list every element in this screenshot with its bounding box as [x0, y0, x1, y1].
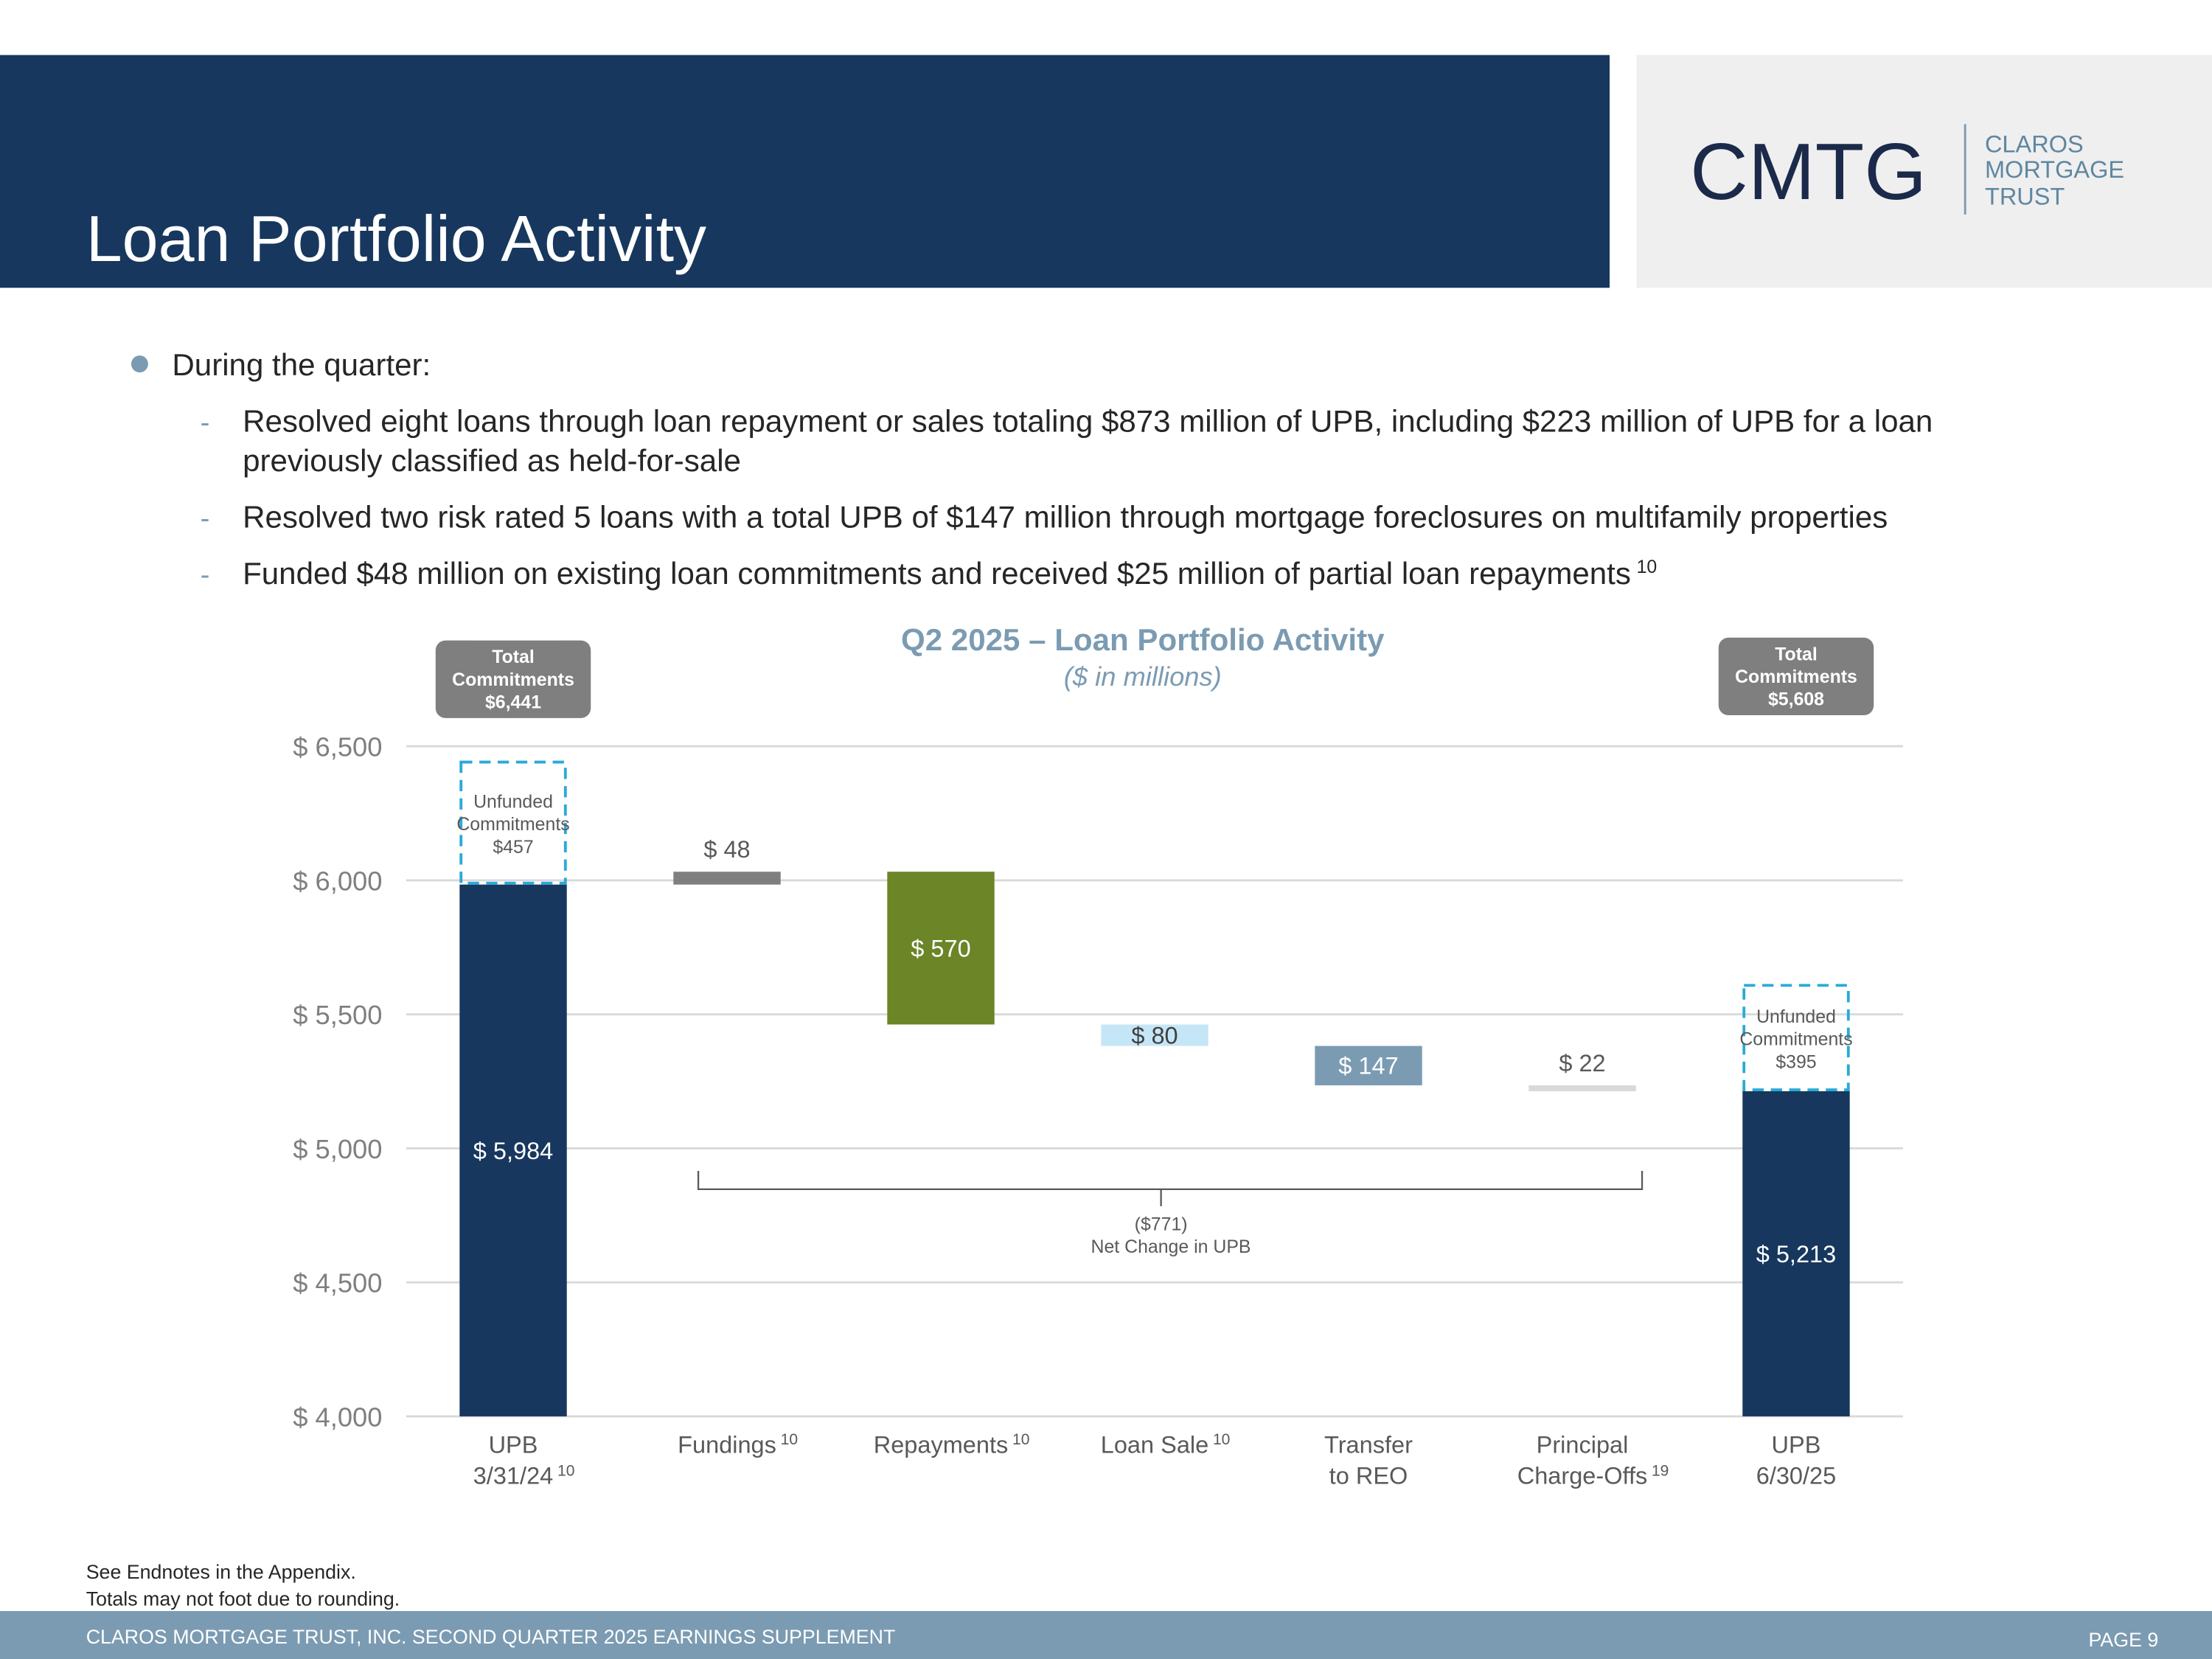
y-tick-label: $ 4,000 [293, 1402, 382, 1432]
endnote-ref: 10 [1213, 1431, 1230, 1448]
net-change-label: Net Change in UPB [1091, 1237, 1251, 1257]
bullet-text: Funded $48 million on existing loan comm… [243, 556, 1631, 591]
x-tick-label: Principal [1537, 1432, 1629, 1458]
endnote-ref: 19 [1652, 1462, 1669, 1479]
footer-band [0, 1610, 2212, 1659]
header-band [0, 55, 1610, 288]
value-label: $ 5,213 [1756, 1241, 1837, 1267]
bullet-text: Resolved two risk rated 5 loans with a t… [243, 500, 1888, 535]
y-tick-label: $ 6,500 [293, 732, 382, 762]
total-commitments-box [1718, 637, 1874, 716]
unfunded-box [459, 760, 567, 885]
x-tick-label: UPB [1772, 1432, 1821, 1458]
net-change-value: ($771) [1135, 1214, 1188, 1234]
footer-text: CLAROS MORTGAGE TRUST, INC. SECOND QUART… [86, 1626, 896, 1648]
bar [673, 872, 781, 885]
bar [1101, 1024, 1208, 1046]
footnote: Totals may not foot due to rounding. [86, 1587, 400, 1610]
bullet-text: Resolved eight loans through loan repaym… [243, 403, 1933, 438]
chart-title: Q2 2025 – Loan Portfolio Activity [901, 622, 1385, 657]
x-tick-label: Loan Sale [1101, 1432, 1208, 1458]
logo-text: CLAROS [1985, 131, 2084, 158]
logo-panel [1636, 55, 2212, 288]
unfunded-value: $457 [493, 837, 533, 858]
value-label: $ 80 [1131, 1022, 1178, 1048]
endnote-ref: 10 [781, 1431, 798, 1448]
bar [459, 884, 567, 1416]
unfunded-label: Unfunded [1756, 1006, 1836, 1027]
unfunded-label: Commitments [1739, 1029, 1852, 1050]
slide-title: Loan Portfolio Activity [86, 202, 706, 275]
x-tick-label: Fundings [678, 1432, 776, 1458]
bullet-dash: - [201, 559, 210, 591]
total-commitments-text: $6,441 [485, 692, 541, 712]
unfunded-label: Unfunded [473, 792, 553, 813]
unfunded-box [1742, 984, 1850, 1091]
bullet-dash: - [201, 406, 210, 438]
y-tick-label: $ 5,500 [293, 1000, 382, 1030]
x-tick-label: to REO [1329, 1463, 1408, 1489]
bullet-dash: - [201, 503, 210, 535]
value-label: $ 5,984 [473, 1138, 554, 1164]
bar [1315, 1046, 1422, 1085]
value-label: $ 22 [1559, 1050, 1605, 1077]
y-tick-label: $ 4,500 [293, 1268, 382, 1298]
x-tick-label: Transfer [1324, 1432, 1413, 1458]
logo-mark: CMTG [1690, 127, 1927, 217]
total-commitments-box [435, 640, 591, 718]
x-tick-label: Repayments [874, 1432, 1009, 1458]
unfunded-label: Commitments [456, 814, 569, 835]
total-commitments-text: Commitments [452, 669, 574, 690]
bullet-intro: During the quarter: [172, 347, 431, 382]
page-number: PAGE 9 [2089, 1629, 2159, 1651]
y-tick-label: $ 5,000 [293, 1134, 382, 1164]
unfunded-value: $395 [1775, 1051, 1816, 1072]
value-label: $ 570 [911, 935, 970, 961]
bar [1742, 1091, 1850, 1416]
total-commitments-text: Total [492, 647, 535, 667]
logo-text: TRUST [1985, 183, 2065, 209]
total-commitments-text: Total [1775, 644, 1818, 664]
endnote-ref: 10 [557, 1462, 574, 1479]
y-tick-label: $ 6,000 [293, 866, 382, 896]
chart-subtitle: ($ in millions) [1064, 661, 1222, 692]
bullet-dot [131, 355, 148, 373]
total-commitments-text: $5,608 [1768, 689, 1824, 710]
x-tick-label: Charge-Offs [1517, 1463, 1648, 1489]
endnote-ref: 10 [1012, 1431, 1029, 1448]
x-tick-label: 3/31/24 [473, 1463, 554, 1489]
net-change-brace [697, 1171, 1644, 1206]
value-label: $ 48 [703, 836, 750, 863]
total-commitments-text: Commitments [1735, 667, 1857, 687]
value-label: $ 147 [1338, 1053, 1398, 1079]
bullet-text: previously classified as held-for-sale [243, 443, 741, 478]
x-tick-label: UPB [489, 1432, 538, 1458]
footnote: See Endnotes in the Appendix. [86, 1561, 356, 1583]
endnote-ref: 10 [1637, 557, 1658, 577]
x-tick-label: 6/30/25 [1756, 1463, 1837, 1489]
logo-text: MORTGAGE [1985, 156, 2124, 183]
bar [1528, 1085, 1636, 1091]
bar [887, 872, 995, 1025]
